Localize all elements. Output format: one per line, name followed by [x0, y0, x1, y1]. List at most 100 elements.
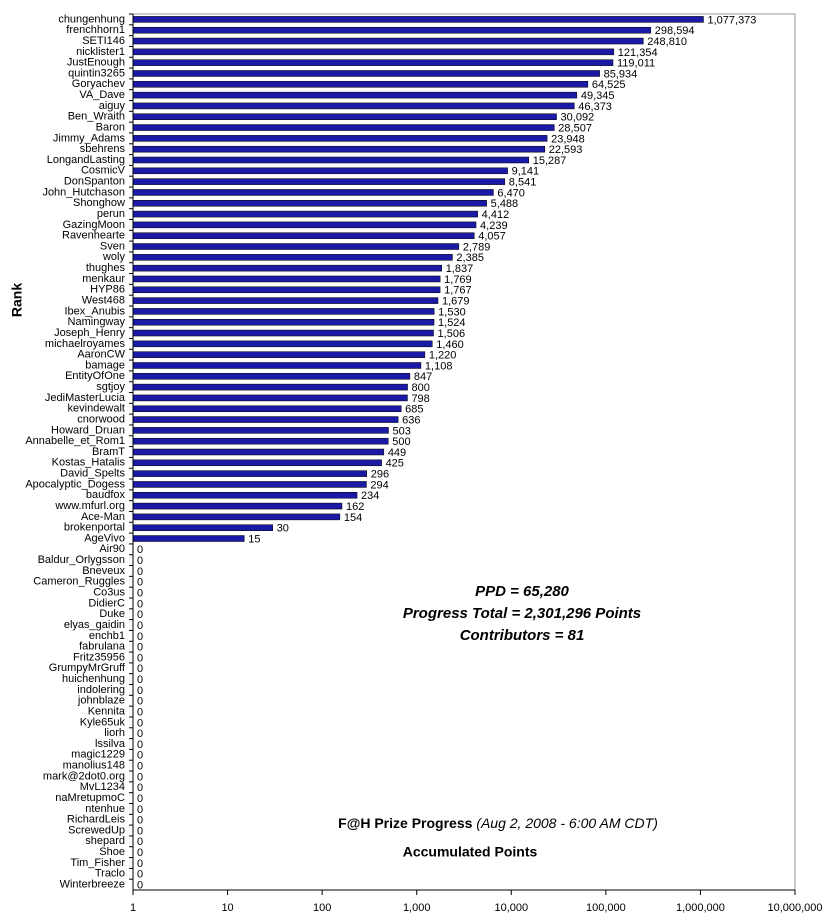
- data-label: 503: [392, 425, 410, 437]
- data-label: 121,354: [618, 47, 658, 59]
- bar: [132, 221, 477, 229]
- y-axis-label: Rank: [9, 283, 25, 317]
- y-tick-label: woly: [102, 251, 126, 263]
- bar: [132, 362, 422, 369]
- bar: [132, 264, 442, 272]
- y-tick-label: sgtjoy: [96, 381, 125, 393]
- bar: [132, 37, 644, 45]
- y-tick-label: Sven: [100, 240, 125, 252]
- y-tick-label: enchb1: [89, 630, 125, 642]
- y-tick-label: magic1229: [71, 749, 125, 761]
- y-tick-label: Co3us: [93, 586, 125, 598]
- y-tick-label: David_Spelts: [60, 468, 125, 480]
- y-tick-label: GazingMoon: [63, 219, 125, 231]
- bar: [132, 156, 529, 164]
- annotation: Progress Total = 2,301,296 Points: [403, 605, 641, 622]
- data-label: 0: [137, 717, 143, 729]
- title-note: (Aug 2, 2008 - 6:00 AM CDT): [476, 815, 658, 831]
- y-tick-label: AgeVivo: [84, 532, 125, 544]
- bar: [132, 102, 575, 110]
- data-label: 119,011: [617, 58, 655, 70]
- y-tick-label: RichardLeis: [67, 814, 126, 826]
- y-tick-label: nicklister1: [76, 46, 125, 58]
- y-tick-label: manolius148: [63, 760, 125, 772]
- y-tick-label: johnblaze: [77, 695, 125, 707]
- y-tick-label: Traclo: [95, 868, 125, 880]
- x-tick-label: 100: [313, 902, 331, 914]
- data-label: 0: [137, 555, 143, 567]
- data-label: 6,470: [497, 187, 525, 199]
- bar: [132, 59, 614, 66]
- y-tick-label: Baron: [96, 121, 125, 133]
- data-label: 30,092: [561, 112, 595, 124]
- bar: [132, 383, 408, 391]
- y-tick-label: huichenhung: [62, 673, 125, 685]
- y-tick-label: perun: [97, 208, 125, 220]
- y-tick-label: ScrewedUp: [68, 824, 125, 836]
- x-tick-label: 10: [221, 902, 233, 914]
- y-tick-label: CosmicV: [81, 165, 126, 177]
- y-tick-label: brokenportal: [64, 522, 125, 534]
- y-tick-label: EntityOfOne: [65, 370, 125, 382]
- data-label: 2,789: [463, 241, 491, 253]
- y-tick-label: shepard: [85, 835, 125, 847]
- bar: [132, 535, 245, 542]
- data-label: 0: [137, 696, 143, 708]
- data-label: 0: [137, 771, 143, 783]
- y-tick-label: cnorwood: [77, 413, 125, 425]
- data-label: 1,767: [444, 285, 472, 297]
- bar: [132, 416, 399, 423]
- x-tick-label: 10,000,000: [767, 902, 822, 914]
- data-label: 685: [405, 404, 423, 416]
- data-label: 636: [402, 414, 420, 426]
- y-tick-label: JediMasterLucia: [45, 392, 126, 404]
- data-label: 5,488: [491, 198, 519, 210]
- y-tick-label: Joseph_Henry: [54, 327, 125, 339]
- data-label: 0: [137, 728, 143, 740]
- x-tick-label: 1,000: [403, 902, 431, 914]
- data-label: 0: [137, 858, 143, 870]
- y-tick-label: West468: [82, 294, 125, 306]
- data-label: 2,385: [456, 252, 484, 264]
- y-tick-label: Bneveux: [82, 565, 125, 577]
- y-tick-label: frenchhorn1: [66, 24, 125, 36]
- data-label: 449: [388, 447, 406, 459]
- y-tick-label: Tim_Fisher: [70, 857, 125, 869]
- y-tick-label: Duke: [99, 608, 125, 620]
- data-label: 0: [137, 804, 143, 816]
- data-label: 1,108: [425, 360, 453, 372]
- bar: [132, 189, 494, 196]
- y-tick-label: MvL1234: [80, 781, 125, 793]
- y-tick-label: aiguy: [99, 100, 126, 112]
- data-label: 8,541: [509, 177, 537, 189]
- data-label: 298,594: [655, 25, 695, 37]
- data-label: 0: [137, 631, 143, 643]
- y-tick-label: LongandLasting: [47, 154, 125, 166]
- data-label: 0: [137, 825, 143, 837]
- x-tick-label: 100,000: [586, 902, 626, 914]
- data-label: 1,524: [438, 317, 466, 329]
- annotation: Contributors = 81: [460, 627, 585, 644]
- data-label: 500: [392, 436, 410, 448]
- y-tick-label: bamage: [85, 359, 125, 371]
- y-tick-label: michaelroyames: [45, 338, 126, 350]
- y-tick-label: JustEnough: [67, 57, 125, 69]
- data-label: 798: [411, 393, 429, 405]
- bar: [132, 373, 411, 380]
- bar: [132, 243, 460, 250]
- y-tick-label: menkaur: [82, 273, 125, 285]
- x-tick-label: 1,000,000: [676, 902, 725, 914]
- bar: [132, 124, 555, 131]
- data-label: 0: [137, 577, 143, 589]
- data-label: 0: [137, 836, 143, 848]
- y-tick-label: mark@2dot0.org: [43, 770, 125, 782]
- y-tick-label: Jimmy_Adams: [53, 132, 126, 144]
- data-label: 23,948: [551, 133, 585, 145]
- x-tick-label: 10,000: [494, 902, 528, 914]
- data-label: 294: [370, 479, 388, 491]
- y-tick-label: Ibex_Anubis: [64, 305, 125, 317]
- data-label: 847: [414, 371, 432, 383]
- y-tick-label: Baldur_Orlygsson: [38, 554, 125, 566]
- y-tick-label: Winterbreeze: [60, 878, 125, 890]
- bar: [132, 481, 367, 488]
